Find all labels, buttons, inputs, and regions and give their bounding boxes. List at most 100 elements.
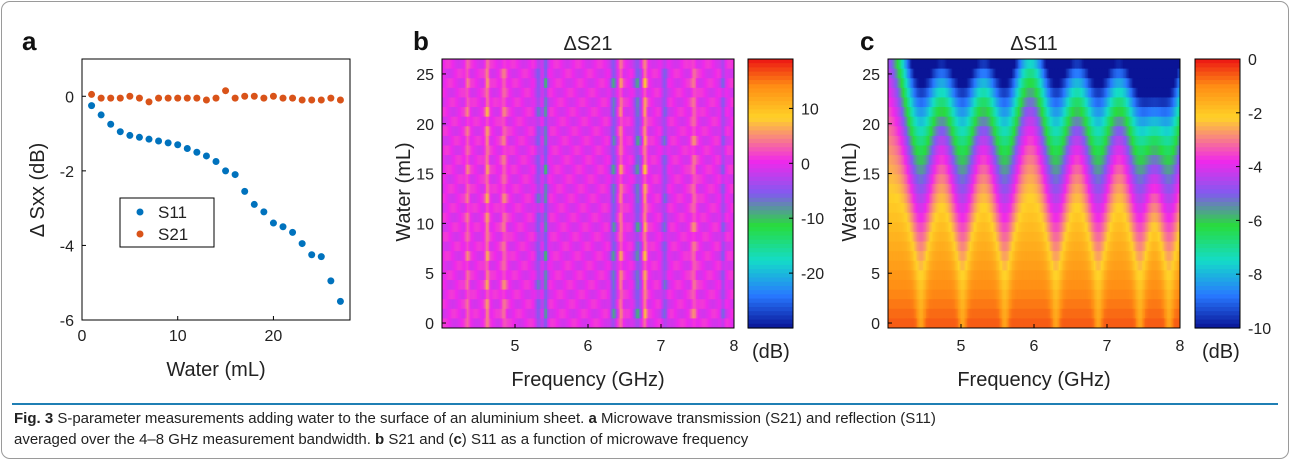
heatmap-cell <box>452 270 455 281</box>
heatmap-cell <box>510 126 513 137</box>
heatmap-cell <box>688 68 691 79</box>
heatmap-cell <box>631 270 634 281</box>
heatmap-cell <box>691 203 694 214</box>
heatmap-cell <box>620 174 623 185</box>
heatmap-cell <box>477 107 479 118</box>
heatmap-cell <box>639 97 642 108</box>
heatmap-cell <box>659 212 662 223</box>
heatmap-cell <box>452 135 455 146</box>
heatmap-cell <box>612 279 615 291</box>
heatmap-cell <box>681 308 684 319</box>
heatmap-cell <box>669 222 672 233</box>
heatmap-cell <box>693 183 696 194</box>
heatmap-cell <box>460 279 463 291</box>
heatmap-cell <box>471 87 474 98</box>
heatmap-cell <box>653 87 656 98</box>
heatmap-cell <box>674 251 677 262</box>
heatmap-cell <box>500 126 503 137</box>
heatmap-cell <box>688 299 691 310</box>
heatmap-cell <box>653 299 656 310</box>
heatmap-cell <box>443 59 446 70</box>
heatmap-cell <box>684 251 687 262</box>
heatmap-cell <box>606 299 609 310</box>
heatmap-cell <box>640 251 643 262</box>
heatmap-cell <box>677 308 680 319</box>
heatmap-cell <box>682 145 685 156</box>
heatmap-cell <box>444 164 447 175</box>
heatmap-cell <box>484 203 487 214</box>
heatmap-cell <box>671 318 674 329</box>
heatmap-cell <box>633 135 636 146</box>
heatmap-cell <box>482 279 485 291</box>
heatmap-cell <box>539 126 542 137</box>
heatmap-cell <box>442 174 444 185</box>
heatmap-cell <box>558 78 561 89</box>
heatmap-cell <box>652 164 655 175</box>
heatmap-cell <box>536 270 539 281</box>
heatmap-cell <box>481 318 484 329</box>
heatmap-cell <box>525 107 528 118</box>
heatmap-cell <box>617 270 620 281</box>
heatmap-cell <box>662 299 665 310</box>
heatmap-cell <box>528 193 531 204</box>
heatmap-cell <box>541 126 544 137</box>
heatmap-cell <box>488 59 491 70</box>
heatmap-cell <box>666 116 669 127</box>
heatmap-cell <box>672 97 675 108</box>
heatmap-cell <box>481 289 484 300</box>
heatmap-cell <box>465 318 468 329</box>
heatmap-cell <box>661 222 663 233</box>
heatmap-cell <box>637 212 640 223</box>
heatmap-cell <box>612 174 615 185</box>
heatmap-cell <box>485 183 488 194</box>
heatmap-cell <box>493 145 496 156</box>
heatmap-cell <box>661 126 663 137</box>
heatmap-cell <box>602 299 605 310</box>
heatmap-cell <box>593 97 596 108</box>
heatmap-cell <box>639 126 642 137</box>
heatmap-cell <box>453 164 456 175</box>
heatmap-cell <box>458 87 461 98</box>
heatmap-cell <box>596 270 599 281</box>
heatmap-cell <box>450 260 453 271</box>
heatmap-cell <box>608 193 611 204</box>
heatmap-cell <box>567 183 570 194</box>
heatmap-cell <box>509 231 512 243</box>
heatmap-cell <box>496 212 498 223</box>
heatmap-cell <box>571 78 574 89</box>
heatmap-cell <box>611 68 614 79</box>
heatmap-cell <box>465 164 468 175</box>
heatmap-cell <box>647 68 650 79</box>
heatmap-cell <box>539 270 542 281</box>
heatmap-cell <box>446 203 449 214</box>
heatmap-cell <box>560 155 563 166</box>
heatmap-cell <box>468 270 471 281</box>
heatmap-cell <box>466 289 469 300</box>
heatmap-cell <box>547 87 550 98</box>
heatmap-cell <box>481 87 484 98</box>
heatmap-cell <box>569 289 571 300</box>
heatmap-cell <box>493 116 496 127</box>
heatmap-cell <box>694 135 697 146</box>
heatmap-cell <box>545 164 548 175</box>
heatmap-cell <box>618 174 621 185</box>
heatmap-cell <box>510 308 513 319</box>
heatmap-cell <box>469 299 472 310</box>
heatmap-cell <box>482 126 485 137</box>
heatmap-cell <box>538 135 541 146</box>
heatmap-cell <box>558 59 561 70</box>
heatmap-cell <box>682 97 685 108</box>
heatmap-cell <box>542 164 545 175</box>
heatmap-cell <box>493 68 496 79</box>
heatmap-cell <box>485 107 488 118</box>
heatmap-cell <box>456 68 459 79</box>
heatmap-cell <box>661 107 663 118</box>
heatmap-cell <box>576 183 579 194</box>
heatmap-cell <box>570 203 573 214</box>
heatmap-cell <box>442 97 444 108</box>
heatmap-cell <box>659 193 662 204</box>
heatmap-cell <box>538 212 541 223</box>
heatmap-cell <box>596 241 599 252</box>
heatmap-cell <box>462 78 465 89</box>
heatmap-cell <box>474 251 477 262</box>
